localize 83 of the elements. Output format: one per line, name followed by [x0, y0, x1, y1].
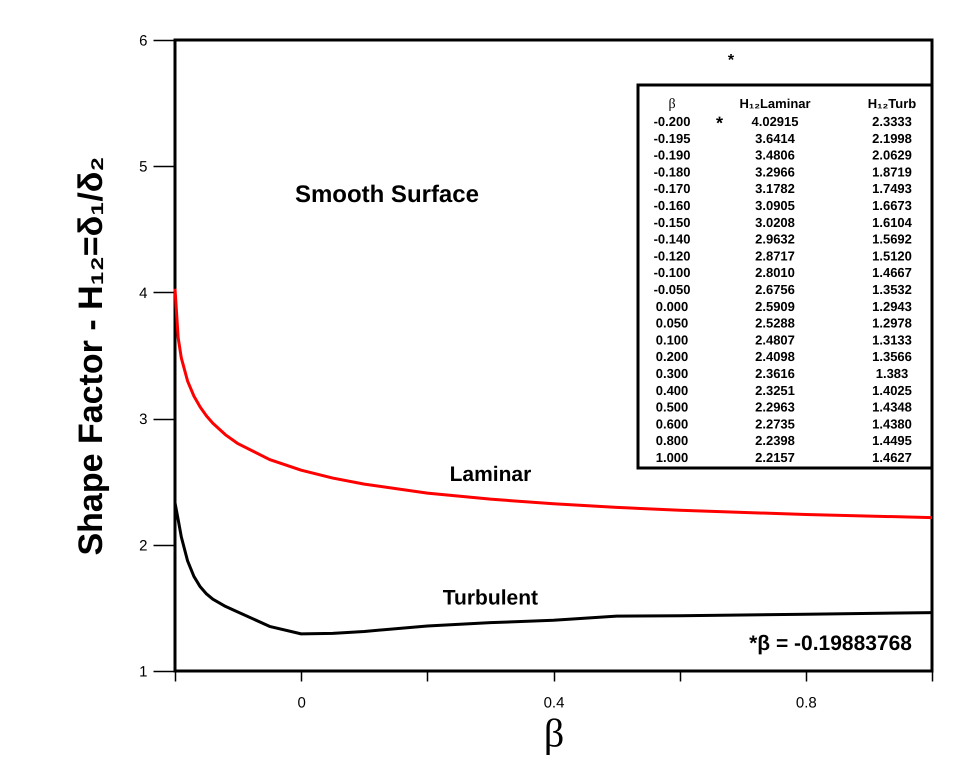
annotation: 2.3333: [872, 114, 912, 129]
x-tick-label: 0.8: [796, 694, 817, 712]
annotation: 1.4380: [872, 416, 912, 432]
annotation: 1.7493: [872, 181, 912, 196]
annotation: 1.3532: [872, 282, 912, 297]
annotation: 3.4806: [755, 148, 795, 163]
annotation: 1.5692: [872, 232, 912, 247]
annotation: 2.2963: [755, 400, 795, 415]
annotation: 1.2978: [872, 316, 912, 331]
annotation: 1.000: [656, 450, 688, 465]
y-tick-label: 2: [139, 537, 148, 554]
y-tick-label: 3: [139, 411, 148, 428]
annotation: 2.8010: [755, 265, 795, 280]
annotation: 2.3251: [755, 382, 795, 398]
annotation: 2.5288: [755, 316, 795, 331]
y-tick-label: 4: [139, 284, 148, 302]
annotation: 0.300: [656, 366, 688, 381]
annotation: 1.4667: [872, 265, 912, 280]
annotation: 2.2157: [755, 450, 795, 465]
annotation: 1.4025: [872, 382, 912, 398]
annotation: -0.150: [654, 214, 690, 230]
annotation: -0.190: [654, 148, 690, 163]
annotation: 2.2735: [755, 416, 795, 432]
annotation: β: [668, 97, 676, 112]
annotation: *: [728, 52, 735, 69]
annotation: 3.1782: [755, 181, 795, 196]
y-tick-label: 5: [139, 158, 148, 176]
annotation: 3.0208: [755, 214, 795, 230]
y-tick-label: 6: [139, 32, 148, 50]
annotation: 2.0629: [872, 148, 912, 163]
annotation: 2.2398: [755, 433, 795, 448]
annotation: Smooth Surface: [294, 181, 479, 208]
annotation: *β = -0.19883768: [749, 632, 912, 655]
annotation: 2.1998: [872, 130, 912, 146]
annotation: 2.9632: [755, 232, 795, 247]
y-axis-title: Shape Factor - H₁₂=δ₁/δ₂: [72, 156, 110, 556]
annotation: 0.800: [656, 433, 688, 448]
annotation: 0.400: [656, 382, 688, 398]
x-tick-label: 0: [297, 694, 306, 712]
x-tick-label: 0.4: [544, 694, 564, 712]
annotation: 2.4098: [755, 349, 795, 364]
annotation: 1.6673: [872, 198, 912, 213]
annotation: 0.100: [656, 332, 688, 348]
annotation: -0.195: [654, 130, 690, 146]
annotation: 1.4348: [872, 400, 912, 415]
annotation: 1.4627: [872, 450, 912, 465]
annotation: 2.4807: [755, 332, 795, 348]
annotation: 3.2966: [755, 164, 795, 180]
annotation: 0.200: [656, 349, 688, 364]
annotation: 1.3566: [872, 349, 912, 364]
annotation: 3.0905: [755, 198, 795, 213]
annotation: 1.4495: [872, 433, 912, 448]
annotation: -0.170: [654, 181, 690, 196]
annotation: 1.383: [876, 366, 908, 381]
x-axis-title: β: [544, 710, 564, 756]
annotation: 1.5120: [872, 248, 912, 264]
annotation: 4.02915: [752, 114, 798, 129]
annotation: 1.3133: [872, 332, 912, 348]
annotation: -0.050: [654, 282, 690, 297]
annotation: *: [716, 113, 724, 133]
annotation: -0.100: [654, 265, 690, 280]
annotation: 0.600: [656, 416, 688, 432]
annotation: 2.8717: [755, 248, 795, 264]
annotation: -0.120: [654, 248, 690, 264]
annotation: -0.160: [654, 198, 690, 213]
annotation: 0.000: [656, 298, 688, 314]
series-label: Turbulent: [442, 586, 538, 610]
annotation: 0.050: [656, 316, 688, 331]
annotation: -0.200: [654, 114, 690, 129]
series-label: Laminar: [450, 463, 532, 486]
annotation: H₁₂Turb: [868, 96, 916, 111]
annotation: 2.3616: [755, 366, 795, 381]
annotation: 1.2943: [872, 298, 912, 314]
annotation: 3.6414: [755, 130, 796, 146]
annotation: 0.500: [656, 400, 688, 415]
annotation: 1.6104: [872, 214, 913, 230]
annotation: 1.8719: [872, 164, 912, 180]
annotation: H₁₂Laminar: [739, 96, 811, 111]
y-tick-label: 1: [139, 664, 148, 680]
annotation: 2.5909: [755, 298, 795, 314]
annotation: 2.6756: [755, 282, 795, 297]
annotation: -0.140: [654, 232, 690, 247]
annotation: -0.180: [654, 164, 690, 180]
